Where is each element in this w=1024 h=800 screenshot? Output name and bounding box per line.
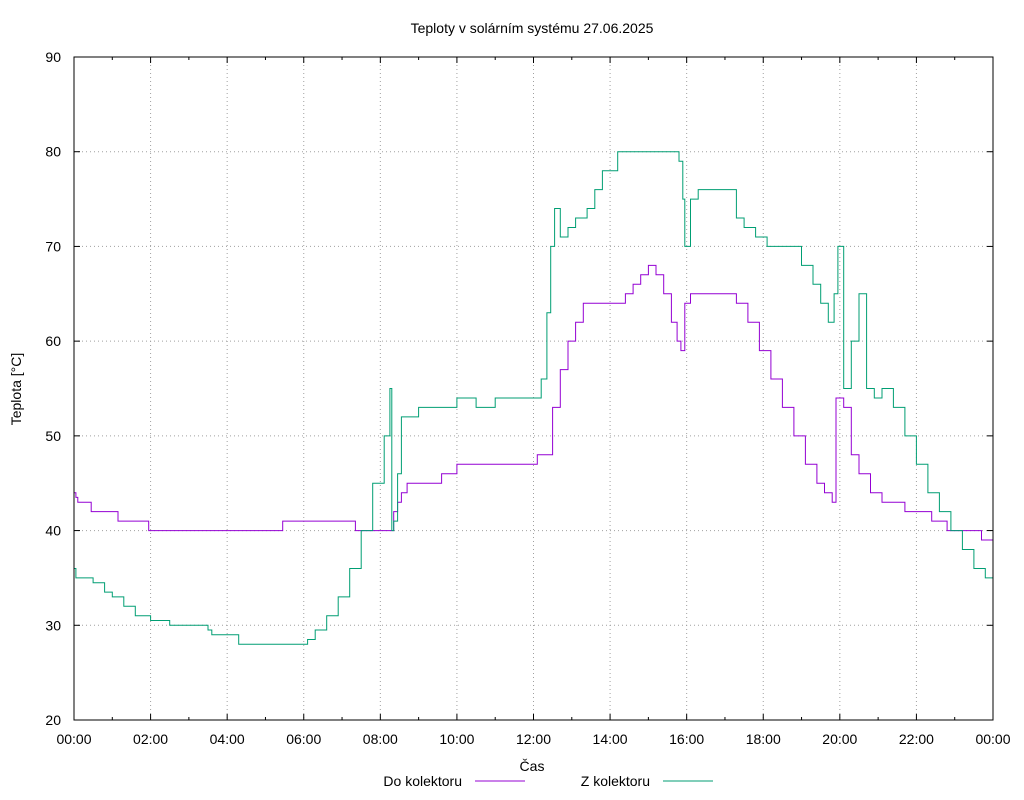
grid-layer <box>74 57 993 720</box>
x-tick-label: 00:00 <box>975 731 1010 747</box>
y-axis-label: Teplota [°C] <box>8 353 24 426</box>
y-tick-label: 50 <box>45 428 61 444</box>
x-tick-label: 08:00 <box>363 731 398 747</box>
y-tick-label: 40 <box>45 523 61 539</box>
x-tick-label: 14:00 <box>593 731 628 747</box>
series-layer <box>74 151 994 645</box>
legend-label-do-kolektoru: Do kolektoru <box>383 773 462 789</box>
y-tick-label: 70 <box>45 238 61 254</box>
plot-frame <box>73 56 994 721</box>
x-tick-label: 20:00 <box>822 731 857 747</box>
x-tick-label: 02:00 <box>133 731 168 747</box>
y-tick-label: 80 <box>45 144 61 160</box>
y-tick-label: 20 <box>45 712 61 728</box>
y-tick-label: 90 <box>45 49 61 65</box>
x-tick-label: 12:00 <box>516 731 551 747</box>
x-tick-label: 22:00 <box>899 731 934 747</box>
series-line-do-kolektoru <box>74 264 993 541</box>
x-tick-label: 16:00 <box>669 731 704 747</box>
y-tick-label: 60 <box>45 333 61 349</box>
x-tick-label: 04:00 <box>210 731 245 747</box>
ticks-layer: 20 30 40 50 60 70 80 90 00:00 02:00 04:00 06:00 08:0… <box>45 49 1010 747</box>
x-tick-label: 06:00 <box>286 731 321 747</box>
x-tick-label: 10:00 <box>439 731 474 747</box>
chart-title: Teploty v solárním systému 27.06.2025 <box>411 20 654 36</box>
x-axis-label: Čas <box>520 758 545 774</box>
x-tick-label: 00:00 <box>56 731 91 747</box>
legend: Do kolektoru Z kolektoru <box>383 773 713 789</box>
y-tick-label: 30 <box>45 617 61 633</box>
x-tick-label: 18:00 <box>746 731 781 747</box>
series-line-z-kolektoru <box>74 151 994 645</box>
legend-label-z-kolektoru: Z kolektoru <box>581 773 650 789</box>
